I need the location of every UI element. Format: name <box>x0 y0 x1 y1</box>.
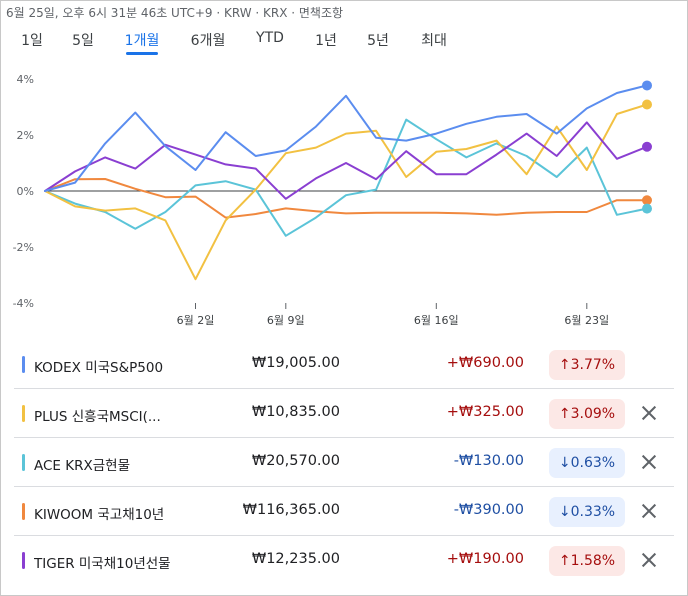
holding-row[interactable]: KODEX 미국S&P500 ₩19,005.00 +₩690.00 ↑3.77% <box>14 340 674 389</box>
holding-row[interactable]: ACE KRX금현물 ₩20,570.00 -₩130.00 ↓0.63% <box>14 438 674 487</box>
series-line-0 <box>44 84 648 192</box>
tab-3[interactable]: 6개월 <box>190 33 226 49</box>
range-tabs: 1일 5일 1개월 6개월 YTD 1년 5년 최대 <box>0 30 688 58</box>
percent-value: 0.33% <box>570 504 616 520</box>
holding-price: ₩12,235.00 <box>251 551 340 567</box>
percent-value: 3.09% <box>570 406 616 422</box>
y-tick-label: -2% <box>13 241 34 254</box>
series-endpoint-1 <box>642 99 652 110</box>
series-line-2 <box>44 118 648 237</box>
arrow-up-icon: ↑ <box>558 357 571 373</box>
percent-value: 1.58% <box>570 553 616 569</box>
series-color-swatch <box>22 356 25 373</box>
holding-price: ₩10,835.00 <box>251 404 340 420</box>
x-tick-label: 6월 9일 <box>267 313 305 327</box>
series-line-3 <box>44 178 648 219</box>
holding-change: +₩190.00 <box>446 551 524 567</box>
holding-name: KODEX 미국S&P500 <box>34 360 164 376</box>
series-color-swatch <box>22 405 25 422</box>
holding-change: -₩130.00 <box>453 453 524 469</box>
percent-change-badge: ↑3.09% <box>549 399 625 429</box>
series-endpoint-3 <box>642 195 652 206</box>
holding-change: +₩690.00 <box>446 355 524 371</box>
tab-0[interactable]: 1일 <box>21 33 43 49</box>
holding-name: ACE KRX금현물 <box>34 458 130 474</box>
y-tick-label: -4% <box>13 297 34 310</box>
arrow-up-icon: ↑ <box>558 406 571 422</box>
series-line-1 <box>44 103 648 281</box>
percent-value: 0.63% <box>570 455 616 471</box>
holding-row[interactable]: PLUS 신흥국MSCI(... ₩10,835.00 +₩325.00 ↑3.09% <box>14 389 674 438</box>
holding-price: ₩116,365.00 <box>242 502 340 518</box>
x-tick-label: 6월 23일 <box>564 313 609 327</box>
remove-comparison-close-icon[interactable] <box>638 549 660 571</box>
series-endpoint-4 <box>642 141 652 152</box>
holding-row[interactable]: TIGER 미국채10년선물 ₩12,235.00 +₩190.00 ↑1.58% <box>14 536 674 585</box>
series-endpoint-2 <box>642 203 652 214</box>
holding-price: ₩19,005.00 <box>251 355 340 371</box>
holding-row[interactable]: KIWOOM 국고채10년 ₩116,365.00 -₩390.00 ↓0.33% <box>14 487 674 536</box>
holding-name: TIGER 미국채10년선물 <box>34 556 171 572</box>
holding-change: -₩390.00 <box>453 502 524 518</box>
percent-change-badge: ↓0.63% <box>549 448 625 478</box>
series-line-4 <box>44 121 648 200</box>
active-tab-indicator <box>126 52 158 55</box>
percent-value: 3.77% <box>570 357 616 373</box>
tab-7[interactable]: 최대 <box>421 33 447 49</box>
remove-comparison-close-icon[interactable] <box>638 500 660 522</box>
tab-4[interactable]: YTD <box>256 30 284 46</box>
holding-name: KIWOOM 국고채10년 <box>34 507 165 523</box>
comparison-line-chart: 4% 2% 0% -2% -4% 6월 2일 6월 9일 6월 16일 6월 23일 <box>13 73 652 327</box>
arrow-up-icon: ↑ <box>558 553 571 569</box>
tab-5[interactable]: 1년 <box>315 33 337 49</box>
tab-6[interactable]: 5년 <box>367 33 389 49</box>
x-tick-label: 6월 2일 <box>177 313 215 327</box>
percent-change-badge: ↑1.58% <box>549 546 625 576</box>
holding-name: PLUS 신흥국MSCI(... <box>34 409 161 425</box>
tab-1[interactable]: 5일 <box>72 33 94 49</box>
percent-change-badge: ↑3.77% <box>549 350 625 380</box>
series-endpoint-0 <box>642 80 652 91</box>
arrow-down-icon: ↓ <box>558 504 571 520</box>
y-tick-label: 2% <box>17 129 34 142</box>
series-color-swatch <box>22 454 25 471</box>
timestamp-disclaimer: 6월 25일, 오후 6시 31분 46초 UTC+9 · KRW · KRX … <box>6 6 344 20</box>
y-tick-label: 4% <box>17 73 34 86</box>
series-color-swatch <box>22 552 25 569</box>
remove-comparison-close-icon[interactable] <box>638 402 660 424</box>
percent-change-badge: ↓0.33% <box>549 497 625 527</box>
holding-change: +₩325.00 <box>446 404 524 420</box>
y-tick-label: 0% <box>17 185 34 198</box>
series-color-swatch <box>22 503 25 520</box>
holding-price: ₩20,570.00 <box>251 453 340 469</box>
remove-comparison-close-icon[interactable] <box>638 451 660 473</box>
arrow-down-icon: ↓ <box>558 455 571 471</box>
x-tick-label: 6월 16일 <box>414 313 459 327</box>
tab-2[interactable]: 1개월 <box>124 33 160 49</box>
